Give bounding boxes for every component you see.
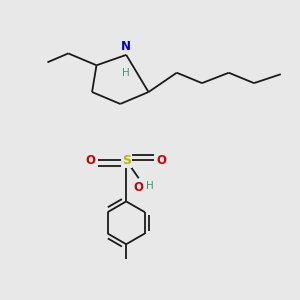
Text: H: H — [122, 68, 130, 78]
Text: S: S — [122, 154, 131, 167]
Text: O: O — [134, 181, 144, 194]
Text: O: O — [157, 154, 167, 167]
Text: N: N — [121, 40, 131, 52]
Text: O: O — [85, 154, 96, 167]
Text: H: H — [146, 181, 154, 191]
